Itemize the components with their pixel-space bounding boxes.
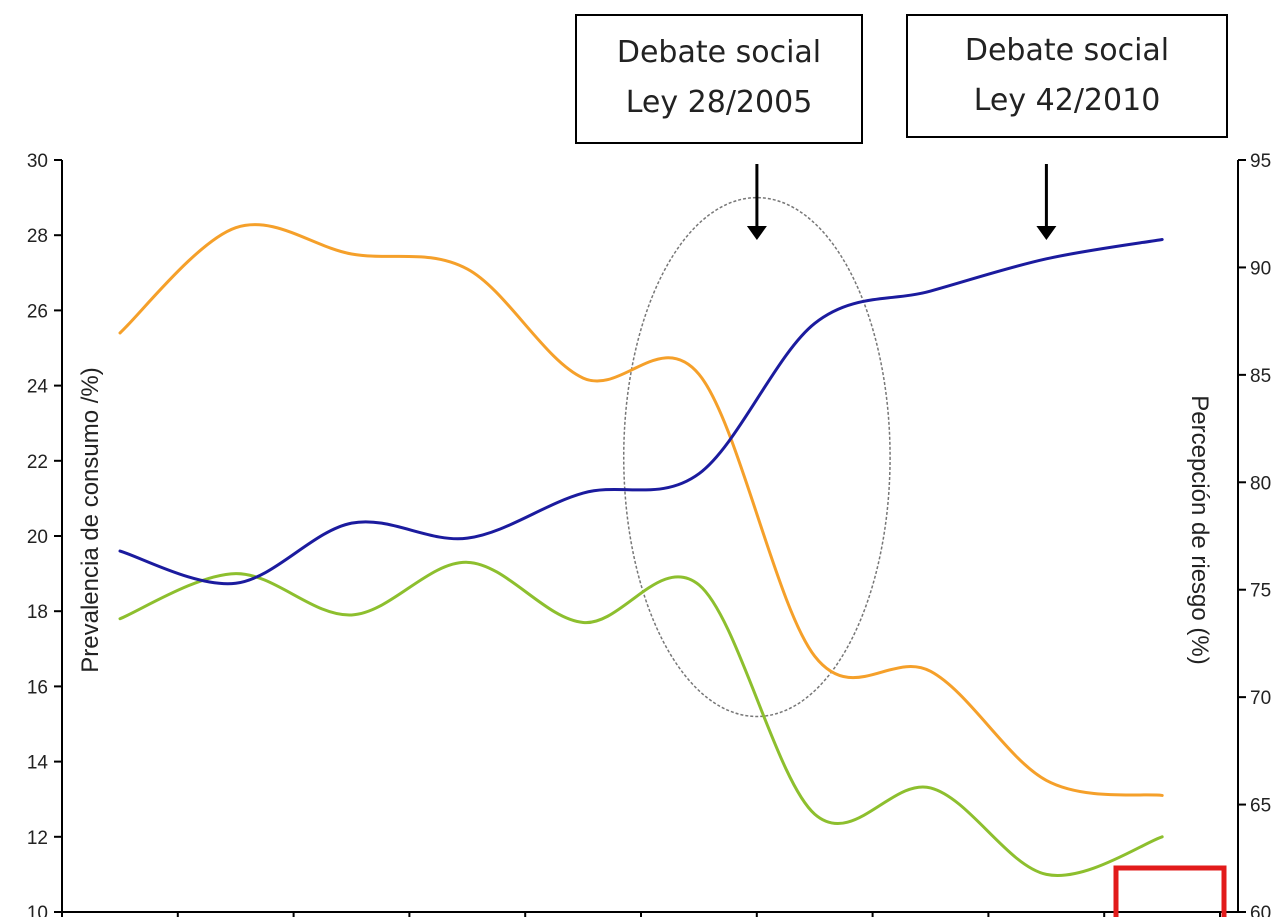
series-layer [118, 223, 1164, 877]
right-tick-label: 80 [1250, 473, 1271, 494]
annotation-box-ley-42-2010: Debate social Ley 42/2010 [906, 14, 1228, 138]
annotation-line: Ley 28/2005 [625, 85, 813, 120]
annotation-arrow-head [746, 226, 767, 240]
highlight-ellipse [622, 196, 891, 718]
left-tick-label: 10 [27, 903, 48, 917]
right-tick-label: 90 [1250, 258, 1271, 279]
series-line-2 [118, 560, 1164, 877]
left-tick-label: 26 [27, 301, 48, 322]
red-highlight-box [1113, 865, 1227, 917]
annotation-arrow-head [1036, 226, 1057, 240]
annotation-arrows [746, 164, 1057, 240]
left-tick-label: 18 [27, 602, 48, 623]
left-tick-label: 14 [27, 753, 49, 774]
right-tick-label: 85 [1250, 366, 1271, 387]
right-tick-label: 95 [1250, 151, 1271, 172]
series-line-3 [118, 237, 1164, 586]
right-tick-label: 60 [1250, 903, 1271, 917]
left-tick-label: 12 [27, 828, 48, 849]
right-tick-label: 75 [1250, 581, 1271, 602]
right-y-axis: 60 65 70 75 80 85 90 95 [1237, 151, 1271, 917]
left-tick-label: 24 [27, 377, 49, 398]
annotation-line: Debate social [964, 33, 1170, 68]
series-line-1 [118, 223, 1164, 797]
left-y-axis: 10 12 14 16 18 20 22 24 26 28 30 [27, 151, 63, 917]
annotation-line: Ley 42/2010 [973, 83, 1161, 118]
left-axis-title: Prevalencia de consumo /%) [77, 367, 104, 672]
left-tick-label: 30 [27, 151, 48, 172]
left-tick-label: 28 [27, 226, 48, 247]
right-tick-label: 65 [1250, 796, 1271, 817]
left-tick-label: 22 [27, 452, 48, 473]
left-tick-label: 16 [27, 677, 48, 698]
right-axis-title: Percepción de riesgo (%) [1186, 395, 1213, 664]
right-tick-label: 70 [1250, 688, 1271, 709]
x-axis [61, 911, 1238, 917]
annotation-box-ley-28-2005: Debate social Ley 28/2005 [575, 14, 863, 144]
left-tick-label: 20 [27, 527, 48, 548]
annotation-line: Debate social [616, 35, 822, 70]
highlight-ellipse-layer [622, 196, 891, 718]
